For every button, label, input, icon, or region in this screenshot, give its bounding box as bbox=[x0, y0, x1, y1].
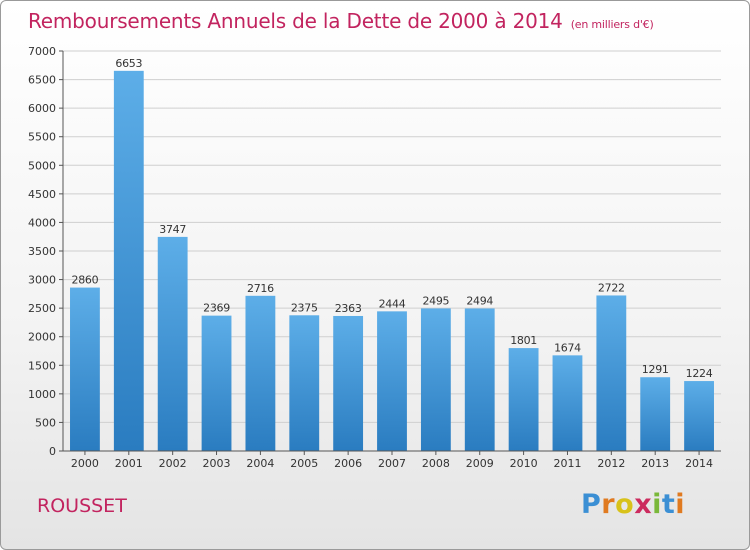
commune-name: ROUSSET bbox=[37, 495, 127, 517]
x-tick-label: 2006 bbox=[334, 457, 362, 470]
data-label: 2375 bbox=[291, 301, 318, 314]
proxiti-logo[interactable]: Proxiti bbox=[581, 489, 685, 520]
data-label: 2369 bbox=[203, 302, 230, 315]
y-tick-label: 500 bbox=[35, 416, 56, 429]
x-tick-label: 2002 bbox=[159, 457, 187, 470]
x-tick-label: 2014 bbox=[685, 457, 713, 470]
data-label: 2494 bbox=[466, 294, 493, 307]
logo-letter: P bbox=[581, 489, 602, 520]
data-label: 2444 bbox=[379, 297, 406, 310]
data-label: 2716 bbox=[247, 282, 274, 295]
x-tick-label: 2011 bbox=[553, 457, 581, 470]
y-tick-label: 1500 bbox=[28, 359, 56, 372]
y-tick-label: 4000 bbox=[28, 216, 56, 229]
data-label: 2722 bbox=[598, 281, 625, 294]
data-label: 1801 bbox=[510, 334, 537, 347]
bar bbox=[201, 315, 232, 451]
y-tick-label: 5000 bbox=[28, 159, 56, 172]
bar bbox=[289, 315, 320, 451]
y-tick-label: 6000 bbox=[28, 102, 56, 115]
logo-letter: i bbox=[652, 489, 662, 520]
y-tick-label: 2500 bbox=[28, 302, 56, 315]
y-tick-label: 2000 bbox=[28, 331, 56, 344]
data-label: 6653 bbox=[115, 57, 142, 70]
x-tick-label: 2013 bbox=[641, 457, 669, 470]
bar bbox=[552, 355, 583, 451]
bar bbox=[377, 311, 407, 451]
x-tick-label: 2004 bbox=[246, 457, 274, 470]
y-tick-label: 0 bbox=[49, 445, 56, 458]
y-tick-label: 1000 bbox=[28, 388, 56, 401]
logo-letter: t bbox=[661, 489, 676, 520]
logo-letter: i bbox=[675, 489, 686, 520]
x-tick-label: 2005 bbox=[290, 457, 318, 470]
data-label: 2495 bbox=[422, 294, 449, 307]
data-label: 1674 bbox=[554, 341, 581, 354]
logo-letter: o bbox=[615, 489, 635, 520]
bar bbox=[245, 295, 276, 451]
x-tick-label: 2012 bbox=[597, 457, 625, 470]
data-label: 2363 bbox=[335, 302, 362, 315]
chart-title-text: Remboursements Annuels de la Dette de 20… bbox=[28, 9, 563, 33]
bar bbox=[596, 295, 627, 451]
bar bbox=[640, 377, 671, 451]
x-tick-label: 2008 bbox=[422, 457, 450, 470]
y-tick-label: 3000 bbox=[28, 274, 56, 287]
y-tick-label: 6500 bbox=[28, 74, 56, 87]
bar bbox=[113, 70, 144, 451]
unit-note: (en milliers d'€) bbox=[570, 18, 654, 31]
x-tick-label: 2000 bbox=[71, 457, 99, 470]
y-tick-label: 7000 bbox=[28, 45, 56, 58]
y-tick-label: 3500 bbox=[28, 245, 56, 258]
bar bbox=[157, 236, 188, 451]
x-tick-label: 2010 bbox=[510, 457, 538, 470]
x-tick-label: 2001 bbox=[115, 457, 143, 470]
data-label: 2860 bbox=[72, 274, 99, 287]
bar bbox=[420, 308, 451, 451]
bar bbox=[70, 287, 100, 451]
data-label: 3747 bbox=[159, 223, 186, 236]
bar bbox=[684, 381, 714, 451]
logo-letter: x bbox=[634, 489, 653, 520]
data-label: 1224 bbox=[686, 367, 713, 380]
bar bbox=[464, 308, 495, 451]
x-tick-label: 2009 bbox=[466, 457, 494, 470]
logo-letter: r bbox=[601, 489, 616, 520]
x-tick-label: 2003 bbox=[203, 457, 231, 470]
y-tick-label: 5500 bbox=[28, 131, 56, 144]
y-tick-label: 4500 bbox=[28, 188, 56, 201]
data-label: 1291 bbox=[642, 363, 669, 376]
x-tick-label: 2007 bbox=[378, 457, 406, 470]
bar bbox=[508, 348, 539, 451]
bar bbox=[333, 315, 364, 451]
chart-title: Remboursements Annuels de la Dette de 20… bbox=[28, 9, 654, 33]
